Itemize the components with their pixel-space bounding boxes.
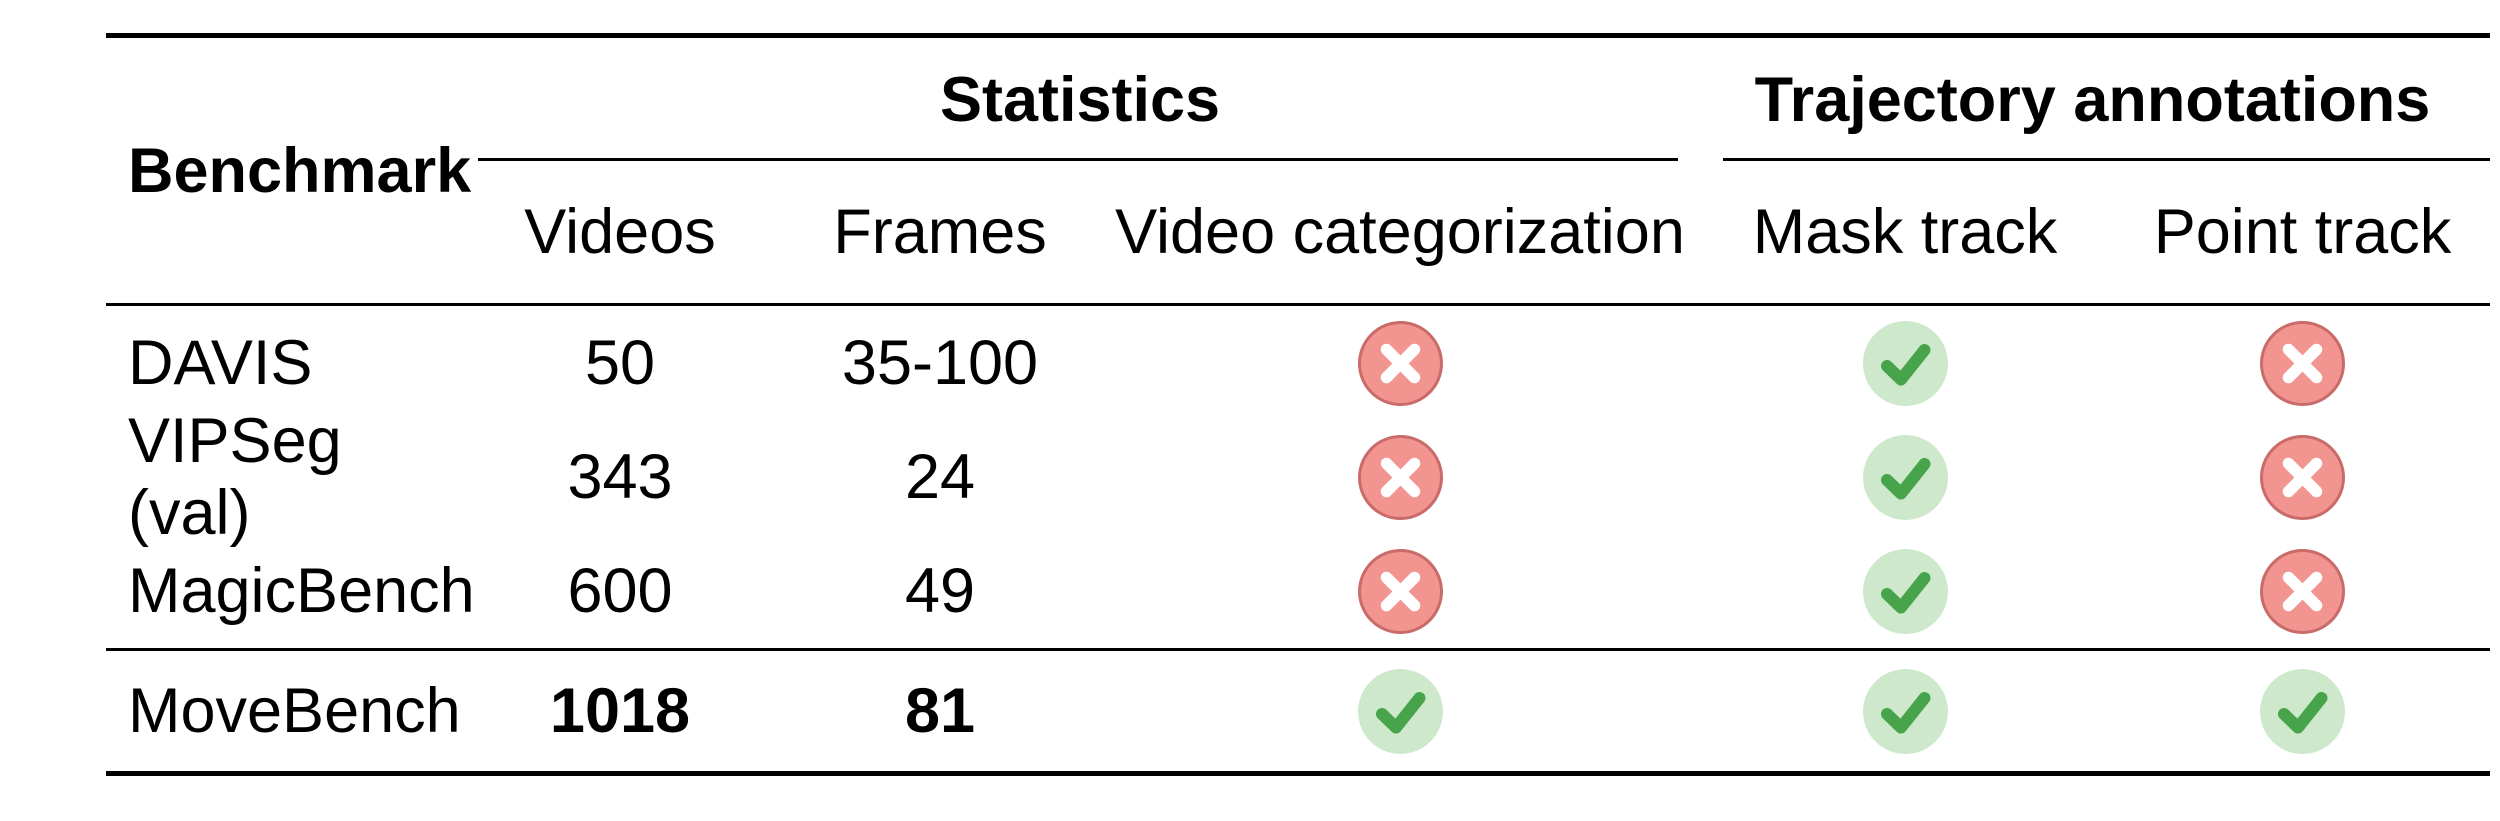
benchmark-name: VIPSeg (val) xyxy=(128,406,342,548)
mask-track-column-header: Mask track xyxy=(1752,197,2058,267)
videos-column-header: Videos xyxy=(524,197,716,267)
videos-cell: 50 xyxy=(584,328,656,398)
check-icon xyxy=(1862,548,1948,634)
frames-cell: 24 xyxy=(904,442,976,512)
table-body: DAVIS 50 35-100 VIPSeg (val) 343 24 MagicBench… xyxy=(106,306,2490,771)
cross-icon xyxy=(1357,320,1443,406)
video-categorization-cell xyxy=(1105,668,1695,754)
frames-column-header: Frames xyxy=(833,197,1047,267)
videos-cell: 600 xyxy=(567,556,673,626)
table-header: Benchmark Statistics Trajectory annotati… xyxy=(106,38,2490,306)
table-row: DAVIS 50 35-100 xyxy=(106,306,2490,420)
mask-track-cell xyxy=(1695,320,2115,406)
table-row: MoveBench 1018 81 xyxy=(106,648,2490,771)
videos-cell: 343 xyxy=(567,442,673,512)
trajectory-group-header: Trajectory annotations xyxy=(1695,38,2490,161)
check-icon xyxy=(1862,434,1948,520)
check-icon xyxy=(1357,668,1443,754)
check-icon xyxy=(2260,668,2345,754)
header-right-section: Statistics Trajectory annotations Videos… xyxy=(465,38,2490,303)
mask-track-cell xyxy=(1695,434,2115,520)
benchmark-name: MoveBench xyxy=(128,676,461,746)
statistics-group-header: Statistics xyxy=(465,38,1695,161)
check-icon xyxy=(1862,668,1948,754)
table-row: VIPSeg (val) 343 24 xyxy=(106,406,2490,548)
point-track-cell xyxy=(2115,320,2490,406)
mask-track-cell xyxy=(1695,548,2115,634)
video-categorization-column-header: Video categorization xyxy=(1115,197,1685,267)
video-categorization-cell xyxy=(1105,548,1695,634)
point-track-cell xyxy=(2115,434,2490,520)
statistics-group-label: Statistics xyxy=(939,64,1221,135)
mask-track-cell xyxy=(1695,668,2115,754)
point-track-cell xyxy=(2115,668,2490,754)
frames-cell: 81 xyxy=(904,676,976,746)
group-header-row: Statistics Trajectory annotations xyxy=(465,38,2490,161)
frames-cell: 49 xyxy=(904,556,976,626)
cross-icon xyxy=(2260,434,2345,520)
cross-icon xyxy=(1357,548,1443,634)
video-categorization-cell xyxy=(1105,434,1695,520)
trajectory-group-rule xyxy=(1723,158,2490,161)
frames-cell: 35-100 xyxy=(841,328,1039,398)
benchmark-comparison-table: Benchmark Statistics Trajectory annotati… xyxy=(106,33,2490,776)
check-icon xyxy=(1862,320,1948,406)
benchmark-column-header: Benchmark xyxy=(106,38,471,303)
trajectory-group-label: Trajectory annotations xyxy=(1754,64,2431,135)
video-categorization-cell xyxy=(1105,320,1695,406)
cross-icon xyxy=(2260,548,2345,634)
cross-icon xyxy=(2260,320,2345,406)
statistics-group-rule xyxy=(478,158,1678,161)
point-track-column-header: Point track xyxy=(2153,197,2452,267)
benchmark-name: MagicBench xyxy=(128,556,475,626)
table-row: MagicBench 600 49 xyxy=(106,534,2490,648)
point-track-cell xyxy=(2115,548,2490,634)
column-header-row: Videos Frames Video categorization Mask … xyxy=(465,161,2490,303)
benchmark-column-header-label: Benchmark xyxy=(128,135,472,206)
videos-cell: 1018 xyxy=(549,676,691,746)
benchmark-name: DAVIS xyxy=(128,328,313,398)
cross-icon xyxy=(1357,434,1443,520)
